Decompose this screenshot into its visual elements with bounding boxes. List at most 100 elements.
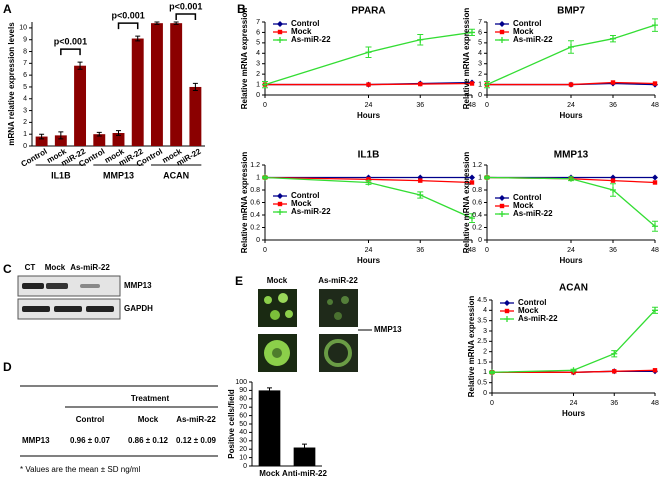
error-bar <box>267 387 272 394</box>
y-tick-label: 1 <box>23 131 27 138</box>
y-tick-label: 0.8 <box>250 187 260 194</box>
x-tick-label: Mock <box>259 469 280 478</box>
y-tick-label: 0 <box>256 92 260 99</box>
x-tick-label: 36 <box>416 247 424 254</box>
cell: 0.96 ± 0.07 <box>70 436 111 445</box>
x-tick-label: 48 <box>651 400 659 407</box>
y-tick-label: 0.4 <box>472 212 482 219</box>
cell-image <box>278 293 288 303</box>
x-axis-label: Hours <box>559 111 583 120</box>
column-header: As-miR-22 <box>176 415 216 424</box>
point <box>262 174 268 181</box>
cell-image <box>270 310 280 320</box>
error-bar <box>173 21 179 25</box>
micrograph-label: MMP13 <box>374 325 402 334</box>
y-tick-label: 60 <box>239 412 247 419</box>
panel-label: E <box>235 274 243 288</box>
error-bar <box>58 131 64 140</box>
panel-label: B <box>237 2 246 16</box>
y-tick-label: 2 <box>483 349 487 356</box>
cell-image <box>327 299 333 305</box>
point <box>652 307 658 314</box>
legend-label: As-miR-22 <box>513 209 553 218</box>
y-tick-label: 7 <box>256 19 260 26</box>
bar <box>54 135 67 146</box>
y-tick-label: 5 <box>23 84 27 91</box>
point <box>262 81 268 88</box>
x-tick-label: 0 <box>263 247 267 254</box>
y-tick-label: 2.5 <box>477 338 487 345</box>
x-tick-label: 24 <box>567 247 575 254</box>
micrograph <box>258 289 297 327</box>
bar <box>150 23 163 146</box>
y-axis-label: mRNA relative expression levels <box>7 22 16 146</box>
y-tick-label: 2 <box>23 119 27 126</box>
x-axis-label: Hours <box>559 256 583 265</box>
legend-marker <box>277 209 283 215</box>
y-tick-label: 0.2 <box>250 224 260 231</box>
point <box>417 192 424 198</box>
point <box>366 177 371 182</box>
bar <box>74 65 87 146</box>
legend-label: As-miR-22 <box>291 35 331 44</box>
y-tick-label: 5 <box>478 40 482 47</box>
column-header: Mock <box>138 415 159 424</box>
legend-label: As-miR-22 <box>291 207 331 216</box>
series-line <box>486 176 656 227</box>
point <box>610 178 616 183</box>
point <box>418 178 423 183</box>
x-tick-label: 36 <box>609 247 617 254</box>
series-line <box>491 309 656 373</box>
bar <box>131 38 144 146</box>
y-tick-label: 0.8 <box>472 187 482 194</box>
legend-label: As-miR-22 <box>513 35 553 44</box>
bracket <box>60 48 81 56</box>
x-tick-label: 48 <box>651 102 659 109</box>
y-tick-label: 1 <box>483 369 487 376</box>
y-tick-label: 3 <box>483 328 487 335</box>
point <box>652 174 658 181</box>
y-tick-label: 90 <box>239 387 247 394</box>
y-tick-label: 1 <box>256 81 260 88</box>
point <box>610 80 616 85</box>
legend-marker <box>277 201 283 207</box>
point <box>612 369 617 374</box>
legend-marker <box>277 193 283 199</box>
point <box>611 350 618 357</box>
y-tick-label: 70 <box>239 404 247 411</box>
legend-marker <box>277 37 283 43</box>
series-line <box>265 82 473 86</box>
legend-label: Mock <box>291 199 312 208</box>
legend-label: As-miR-22 <box>518 314 558 323</box>
y-tick-label: 1.2 <box>250 162 260 169</box>
legend-marker <box>499 211 505 217</box>
point <box>652 368 658 373</box>
point <box>366 82 371 87</box>
point <box>469 215 475 222</box>
band <box>54 306 82 312</box>
y-tick-label: 8 <box>23 48 27 55</box>
column-label: As-miR-22 <box>318 276 358 285</box>
legend-marker <box>277 29 283 35</box>
legend-label: Control <box>291 19 319 28</box>
y-tick-label: 0 <box>478 92 482 99</box>
cell-image <box>285 310 293 318</box>
y-tick-label: 0.6 <box>472 199 482 206</box>
band <box>80 284 100 288</box>
y-tick-label: 0 <box>243 463 247 470</box>
y-tick-label: 4 <box>23 96 27 103</box>
series-line <box>264 176 473 219</box>
y-tick-label: 50 <box>239 421 247 428</box>
error-bar <box>116 130 121 136</box>
y-tick-label: 9 <box>23 37 27 44</box>
bar <box>258 390 281 466</box>
series-line <box>492 369 656 373</box>
point <box>652 81 658 86</box>
y-tick-label: 0.2 <box>472 224 482 231</box>
x-tick-label: 0 <box>490 400 494 407</box>
x-tick-label: 24 <box>365 102 373 109</box>
x-axis-label: Hours <box>357 256 381 265</box>
point <box>652 22 658 29</box>
cell-image <box>341 296 349 304</box>
band-label: GAPDH <box>124 304 153 313</box>
